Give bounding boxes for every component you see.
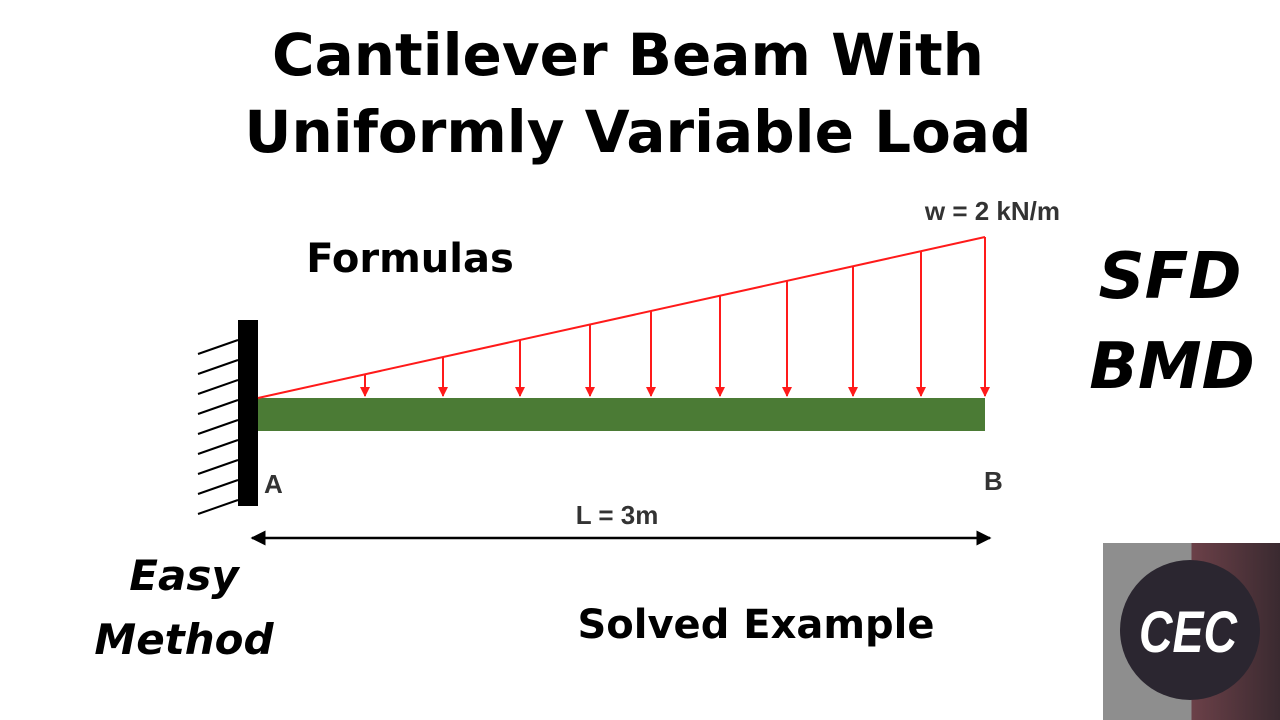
support-b: B — [984, 466, 1003, 496]
title-line-1: Cantilever Beam With — [272, 21, 984, 89]
hatch-line — [197, 479, 239, 495]
bmd-label: BMD — [1089, 330, 1255, 404]
hatch-line — [197, 439, 239, 455]
support-a: A — [264, 469, 283, 499]
easy-label: Easy — [129, 551, 240, 600]
formulas-label: Formulas — [306, 236, 514, 282]
hatch-line — [197, 459, 239, 475]
hatch-line — [197, 379, 239, 395]
beam — [258, 398, 985, 431]
fixed-support — [238, 320, 258, 506]
load-label: w = 2 kN/m — [924, 196, 1060, 226]
length-label: L = 3m — [576, 500, 659, 530]
logo-text: CEC — [1139, 600, 1238, 665]
sfd-label: SFD — [1099, 240, 1242, 314]
logo-circle — [1120, 560, 1260, 700]
method-label: Method — [94, 615, 274, 664]
support-hatch — [197, 339, 239, 515]
hatch-line — [197, 399, 239, 415]
hatch-line — [197, 499, 239, 515]
hatch-line — [197, 359, 239, 375]
solved-example-label: Solved Example — [577, 602, 934, 648]
load-line — [257, 236, 986, 399]
load-arrows — [360, 237, 990, 397]
title-line-2: Uniformly Variable Load — [244, 98, 1031, 166]
hatch-line — [197, 339, 239, 355]
hatch-line — [197, 419, 239, 435]
